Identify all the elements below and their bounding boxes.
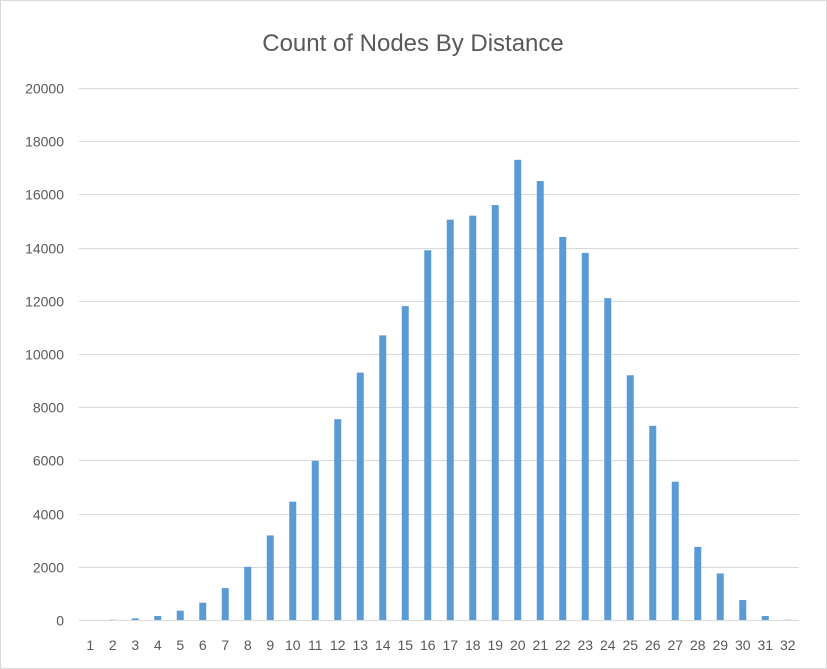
y-tick-label: 14000: [25, 241, 64, 257]
x-tick-label: 17: [442, 637, 458, 653]
bar-distance-10: [289, 501, 297, 620]
bar-distance-20: [514, 159, 522, 620]
y-tick-label: 0: [56, 613, 64, 629]
bar-distance-24: [604, 298, 612, 620]
bar-distance-28: [694, 546, 702, 620]
x-tick-label: 30: [735, 637, 751, 653]
bar-distance-12: [334, 419, 342, 620]
bar-distance-30: [739, 600, 747, 620]
gridlines: [79, 88, 799, 621]
x-tick-label: 15: [397, 637, 413, 653]
y-tick-label: 4000: [33, 507, 64, 523]
x-tick-label: 8: [244, 637, 252, 653]
x-tick-label: 10: [285, 637, 301, 653]
x-tick-label: 3: [131, 637, 139, 653]
y-tick-label: 2000: [33, 560, 64, 576]
x-tick-label: 29: [712, 637, 728, 653]
x-tick-label: 7: [221, 637, 229, 653]
bar-distance-11: [311, 460, 319, 620]
y-tick-label: 20000: [25, 81, 64, 97]
y-tick-label: 8000: [33, 400, 64, 416]
bar-distance-22: [559, 236, 567, 620]
bars: [109, 159, 792, 621]
bar-distance-17: [446, 219, 454, 621]
y-tick-label: 6000: [33, 453, 64, 469]
x-tick-label: 18: [465, 637, 481, 653]
bar-distance-9: [266, 535, 274, 620]
x-tick-label: 6: [199, 637, 207, 653]
x-tick-label: 25: [622, 637, 638, 653]
y-tick-label: 12000: [25, 294, 64, 310]
bar-distance-4: [154, 616, 162, 620]
bar-distance-16: [424, 250, 432, 620]
bar-distance-26: [649, 425, 657, 620]
bar-distance-7: [221, 588, 229, 620]
x-tick-label: 13: [352, 637, 368, 653]
x-tick-label: 12: [330, 637, 346, 653]
bar-distance-19: [491, 205, 499, 621]
bar-distance-21: [536, 181, 544, 620]
x-tick-label: 4: [154, 637, 162, 653]
bar-distance-25: [626, 375, 634, 620]
x-tick-label: 2: [109, 637, 117, 653]
bar-distance-6: [199, 602, 207, 620]
chart-title: Count of Nodes By Distance: [262, 30, 564, 57]
bar-distance-3: [131, 618, 139, 620]
x-tick-label: 14: [375, 637, 391, 653]
x-tick-label: 9: [266, 637, 274, 653]
x-tick-label: 5: [176, 637, 184, 653]
x-tick-label: 16: [420, 637, 436, 653]
x-tick-label: 31: [757, 637, 773, 653]
y-tick-label: 16000: [25, 187, 64, 203]
x-tick-label: 32: [780, 637, 796, 653]
x-tick-label: 23: [577, 637, 593, 653]
x-tick-label: 28: [690, 637, 706, 653]
x-tick-label: 20: [510, 637, 526, 653]
bar-distance-23: [581, 252, 589, 621]
bar-distance-13: [356, 372, 364, 620]
bar-distance-14: [379, 335, 387, 620]
x-axis-ticks: 1 2 3 4 5 6 7 8 9 10 11 12 13 14 15 16 17 18 19 20 21 22 23 24 2…: [86, 637, 795, 653]
bar-distance-18: [469, 215, 477, 620]
y-axis-ticks: 0 2000 4000 6000 8000 10000 12000 14000 16000 180…: [25, 81, 64, 629]
bar-distance-29: [716, 573, 724, 620]
bar-distance-5: [176, 610, 184, 620]
y-tick-label: 10000: [25, 347, 64, 363]
x-tick-label: 27: [667, 637, 683, 653]
x-tick-label: 21: [532, 637, 548, 653]
x-tick-label: 19: [487, 637, 503, 653]
x-tick-label: 1: [86, 637, 94, 653]
y-tick-label: 18000: [25, 134, 64, 150]
x-tick-label: 22: [555, 637, 571, 653]
x-tick-label: 11: [308, 637, 323, 653]
bar-distance-8: [244, 566, 252, 620]
bar-distance-15: [401, 306, 409, 620]
bar-distance-27: [671, 481, 679, 620]
x-tick-label: 24: [600, 637, 616, 653]
x-tick-label: 26: [645, 637, 661, 653]
bar-distance-31: [761, 616, 769, 620]
